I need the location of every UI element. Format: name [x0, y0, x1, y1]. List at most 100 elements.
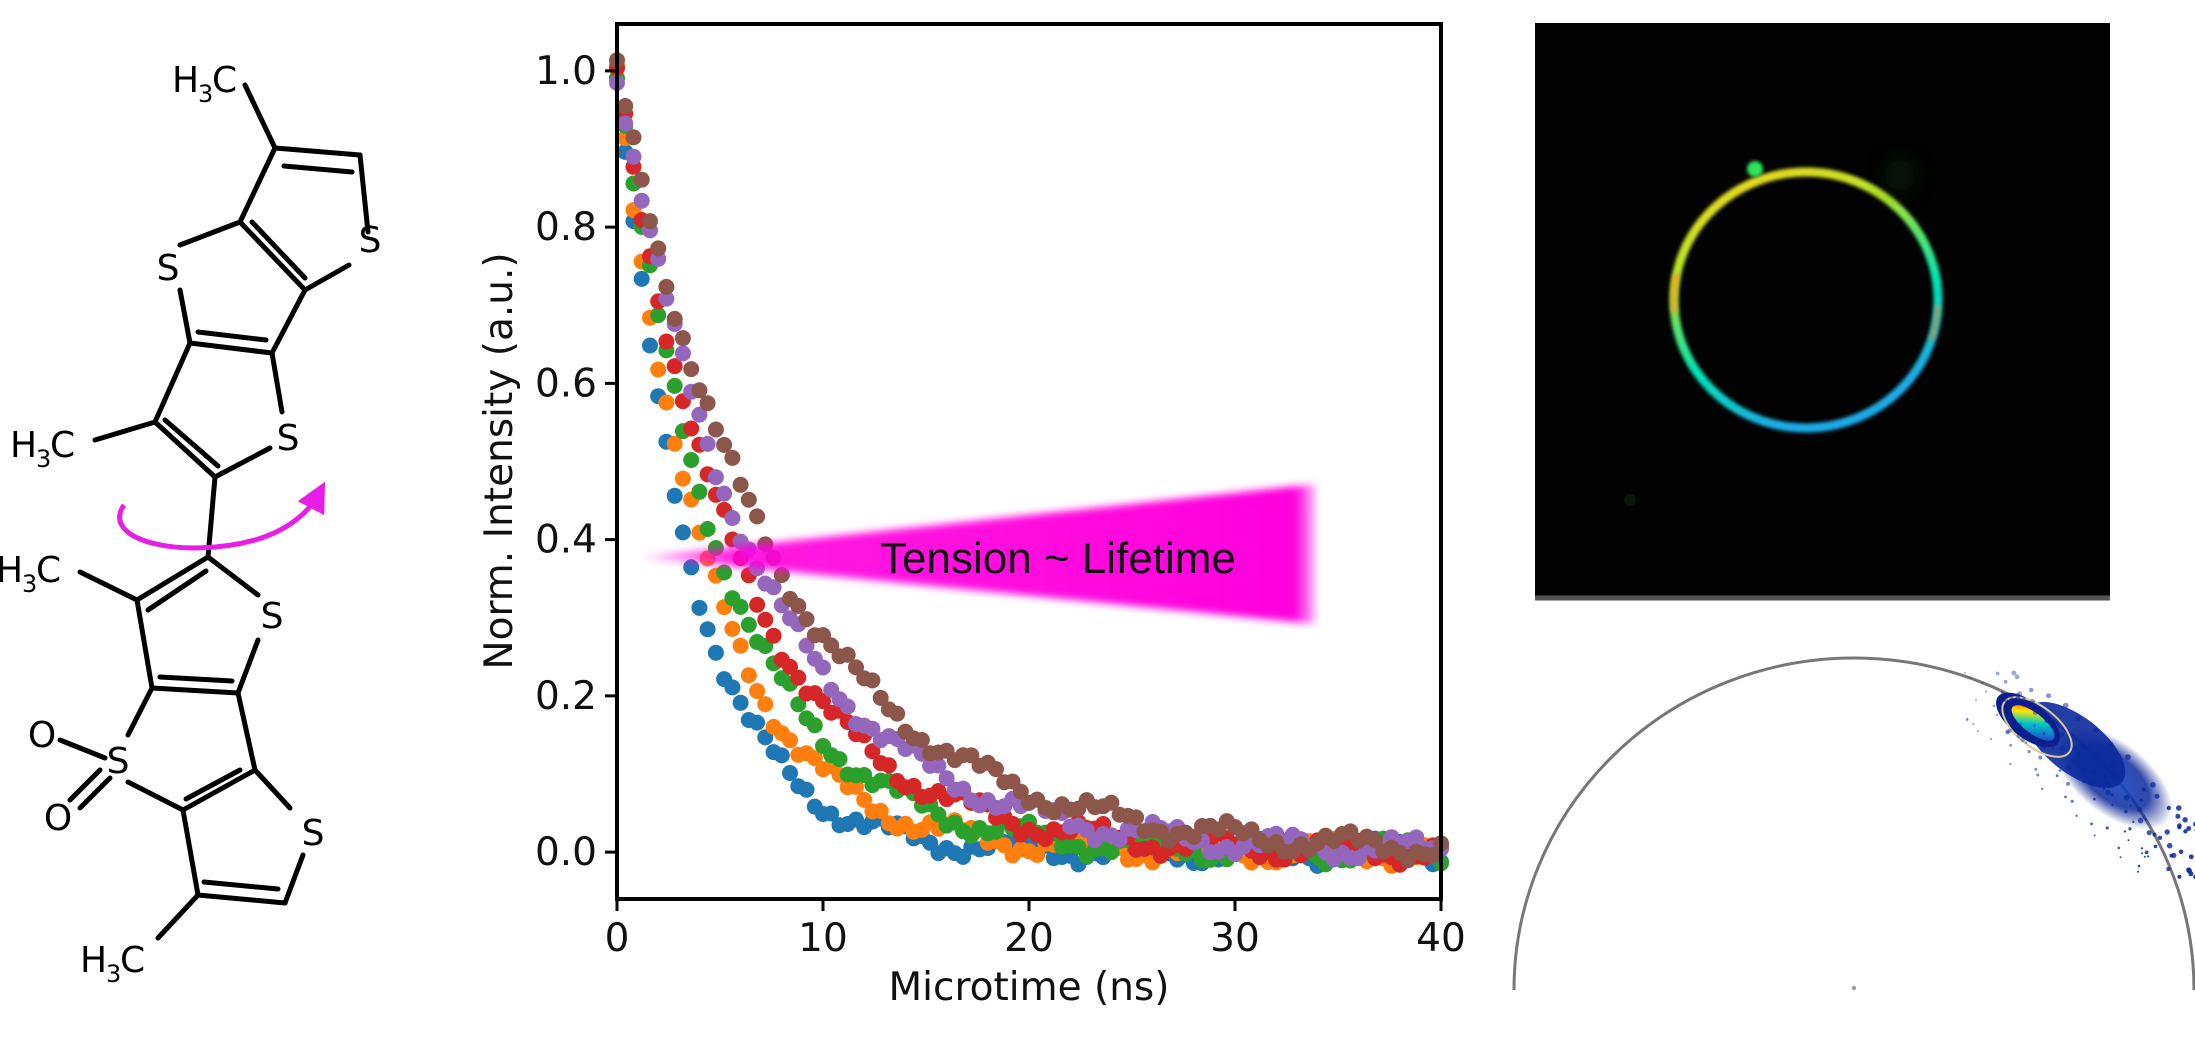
data-point — [666, 377, 683, 394]
svg-text:H: H — [172, 60, 199, 101]
y-tick-label: 0.4 — [535, 518, 597, 563]
data-point — [749, 596, 766, 613]
data-point — [749, 508, 766, 525]
data-point — [1004, 815, 1021, 832]
data-point — [716, 436, 733, 453]
data-point — [666, 435, 683, 452]
methyl-lower-left: H 3 C — [0, 550, 61, 598]
svg-text:H: H — [10, 425, 37, 466]
data-point — [740, 491, 757, 508]
svg-text:3: 3 — [106, 960, 121, 988]
svg-text:C: C — [212, 60, 237, 101]
atom-s-1: S — [359, 220, 382, 261]
universal-semicircle — [1512, 656, 2195, 991]
data-point — [864, 672, 881, 689]
data-point — [790, 669, 807, 686]
x-tick-label: 30 — [1210, 916, 1260, 961]
rotation-arrow — [117, 481, 326, 551]
data-point — [757, 696, 774, 713]
svg-text:3: 3 — [36, 445, 51, 473]
data-point — [732, 694, 749, 711]
data-point — [765, 579, 782, 596]
atom-o-1: O — [28, 715, 56, 756]
data-point — [798, 781, 815, 798]
data-point — [757, 611, 774, 628]
data-point — [930, 757, 947, 774]
data-point — [782, 658, 798, 675]
series-4 — [609, 60, 1449, 873]
svg-text:3: 3 — [198, 80, 213, 108]
data-point — [650, 361, 667, 378]
series-5 — [609, 74, 1449, 868]
atom-o-2: O — [44, 798, 72, 839]
data-point — [740, 667, 757, 684]
data-point — [732, 476, 749, 493]
atom-s-3: S — [277, 418, 300, 459]
svg-text:3: 3 — [22, 570, 37, 598]
data-point — [658, 278, 675, 295]
data-point — [790, 597, 807, 614]
data-point — [1029, 847, 1046, 863]
data-point — [1408, 829, 1425, 846]
y-tick-label: 0.0 — [535, 830, 597, 875]
data-point — [658, 333, 675, 350]
attached-bead — [1747, 161, 1763, 177]
data-point — [831, 751, 848, 768]
data-point — [674, 524, 691, 541]
data-point — [1012, 783, 1029, 800]
data-point — [988, 761, 1004, 778]
fluorescence-image — [1535, 23, 2110, 601]
data-point — [732, 637, 749, 654]
data-point — [806, 750, 823, 767]
data-point — [716, 564, 733, 581]
data-point — [724, 449, 741, 466]
atom-s-6: S — [302, 813, 325, 854]
x-axis-title: Microtime (ns) — [889, 965, 1170, 1010]
data-point — [724, 620, 741, 637]
data-point — [625, 148, 642, 165]
x-tick-label: 0 — [605, 916, 630, 961]
data-point — [724, 679, 741, 696]
data-point — [872, 689, 889, 706]
data-point — [1128, 809, 1145, 826]
svg-text:C: C — [50, 425, 75, 466]
data-point — [658, 394, 675, 411]
data-point — [666, 310, 683, 327]
methyl-bottom: H 3 C — [80, 940, 145, 988]
data-point — [880, 757, 897, 774]
data-point — [699, 521, 716, 537]
data-point — [683, 559, 700, 576]
data-point — [691, 599, 708, 616]
data-point — [658, 290, 675, 307]
data-point — [699, 621, 716, 638]
data-point — [1424, 847, 1441, 864]
data-point — [650, 240, 667, 257]
decay-chart: Tension ~ Lifetime 0 10 20 30 40 0.0 0.2 0.4 0.6… — [477, 22, 1466, 1010]
atom-s-4: S — [261, 596, 284, 637]
data-point — [707, 644, 724, 661]
data-point — [864, 743, 881, 760]
plot-frame — [615, 22, 1443, 901]
data-point — [674, 470, 691, 487]
data-point — [674, 330, 691, 347]
y-tick-label: 0.6 — [535, 361, 597, 406]
tension-wedge — [640, 484, 1315, 624]
data-point — [617, 115, 634, 132]
data-point — [938, 770, 955, 787]
svg-text:C: C — [120, 940, 145, 981]
methyl-mid-left: H 3 C — [10, 425, 75, 473]
series-6 — [609, 52, 1449, 869]
data-point — [674, 345, 691, 362]
y-axis-title: Norm. Intensity (a.u.) — [477, 252, 522, 669]
data-point — [691, 483, 708, 500]
data-point — [773, 747, 790, 764]
data-point — [716, 485, 733, 502]
molecule-labels: S S S S S S O O H 3 C H 3 C H 3 C H 3 C — [0, 60, 381, 988]
phasor-plot — [1512, 656, 2195, 991]
y-tick-label: 1.0 — [535, 49, 597, 94]
data-point — [650, 307, 667, 324]
data-point — [699, 435, 716, 452]
y-tick-label: 0.2 — [535, 674, 597, 719]
data-point — [633, 270, 650, 287]
data-point — [798, 611, 815, 628]
